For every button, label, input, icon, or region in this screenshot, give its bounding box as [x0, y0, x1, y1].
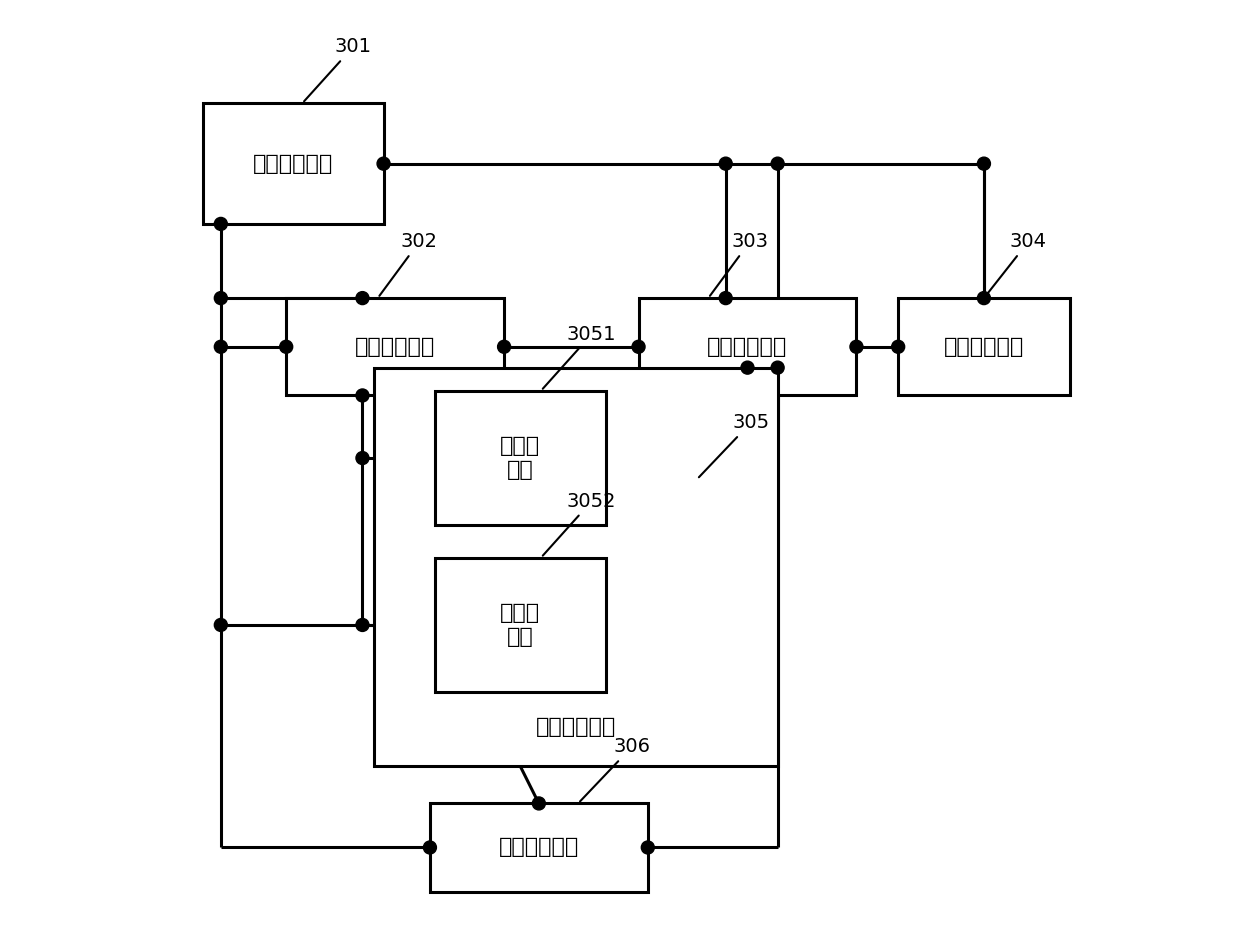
- Text: 306: 306: [580, 737, 650, 802]
- Circle shape: [356, 452, 370, 465]
- Text: 301: 301: [304, 37, 372, 101]
- Text: 第三确定单元: 第三确定单元: [944, 337, 1024, 357]
- Circle shape: [377, 157, 391, 170]
- Circle shape: [356, 618, 370, 631]
- Circle shape: [215, 218, 227, 231]
- Circle shape: [977, 157, 991, 170]
- Circle shape: [497, 340, 511, 353]
- Text: 302: 302: [379, 232, 438, 296]
- Circle shape: [423, 841, 436, 854]
- Circle shape: [719, 292, 732, 305]
- Circle shape: [771, 361, 784, 374]
- Bar: [639, 299, 857, 395]
- Circle shape: [771, 157, 784, 170]
- Circle shape: [215, 340, 227, 353]
- Bar: [898, 299, 1070, 395]
- Circle shape: [215, 292, 227, 305]
- Text: 第一计算单元: 第一计算单元: [707, 337, 787, 357]
- Text: 第四确定单元: 第四确定单元: [536, 717, 616, 737]
- Bar: [430, 804, 647, 892]
- Circle shape: [356, 389, 370, 402]
- Text: 制定子
单元: 制定子 单元: [500, 436, 541, 480]
- Text: 3052: 3052: [543, 492, 616, 555]
- Text: 303: 303: [711, 232, 769, 296]
- Circle shape: [742, 361, 754, 374]
- Circle shape: [356, 292, 370, 305]
- Circle shape: [532, 797, 546, 810]
- Text: 304: 304: [986, 232, 1047, 296]
- Circle shape: [719, 157, 732, 170]
- Bar: [203, 103, 383, 224]
- Text: 选择子
单元: 选择子 单元: [500, 604, 541, 646]
- Text: 第二确定单元: 第二确定单元: [355, 337, 435, 357]
- Circle shape: [977, 292, 991, 305]
- Circle shape: [280, 340, 293, 353]
- Bar: [434, 391, 606, 525]
- Bar: [374, 367, 777, 766]
- Circle shape: [892, 340, 905, 353]
- Bar: [434, 558, 606, 692]
- Text: 第二计算单元: 第二计算单元: [498, 838, 579, 857]
- Text: 3051: 3051: [543, 325, 616, 389]
- Text: 305: 305: [699, 413, 769, 477]
- Circle shape: [632, 340, 645, 353]
- Text: 第一确定单元: 第一确定单元: [253, 153, 334, 174]
- Circle shape: [215, 618, 227, 631]
- Circle shape: [641, 841, 655, 854]
- Circle shape: [849, 340, 863, 353]
- Bar: [286, 299, 505, 395]
